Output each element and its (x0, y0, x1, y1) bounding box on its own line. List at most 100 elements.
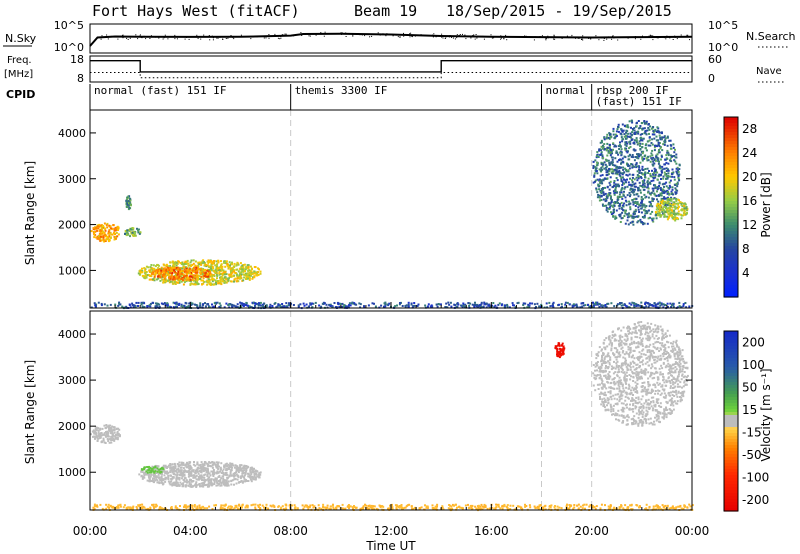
data-cell (641, 204, 644, 207)
data-cell (182, 273, 185, 276)
data-cell (163, 264, 166, 267)
data-cell (675, 191, 678, 194)
data-cell (649, 303, 652, 306)
data-cell (667, 213, 670, 216)
data-cell (239, 481, 242, 483)
data-cell (175, 281, 178, 284)
n-sky-point (441, 33, 443, 35)
data-cell (334, 306, 337, 309)
data-cell (538, 305, 541, 308)
data-cell (674, 219, 677, 222)
data-cell (455, 305, 458, 308)
data-cell (602, 191, 605, 194)
data-cell (233, 478, 236, 481)
data-cell (664, 137, 667, 140)
data-cell (657, 175, 660, 178)
data-cell (188, 302, 191, 305)
data-cell (254, 470, 257, 473)
data-cell (205, 275, 208, 278)
data-cell (664, 190, 667, 193)
n-sky-point (676, 38, 678, 40)
data-cell (504, 304, 506, 307)
data-cell (620, 188, 623, 191)
data-cell (242, 269, 245, 272)
data-cell (149, 475, 152, 478)
data-cell (599, 181, 602, 184)
data-cell (617, 153, 620, 156)
colorbar-swatch (724, 225, 738, 229)
data-cell (185, 266, 187, 269)
data-cell (156, 470, 159, 473)
data-cell (215, 283, 217, 286)
n-sky-point (590, 38, 592, 40)
data-cell (663, 185, 665, 188)
n-sky-point (352, 34, 354, 36)
data-cell (624, 181, 627, 184)
data-cell (667, 191, 669, 194)
data-cell (606, 210, 609, 213)
data-cell (475, 305, 478, 308)
data-cell (333, 302, 336, 304)
data-cell (526, 306, 529, 309)
data-cell (641, 168, 644, 171)
data-cell (676, 198, 679, 201)
data-cell (215, 260, 218, 263)
station-title: Fort Hays West (fitACF) (92, 2, 300, 20)
data-cell (674, 361, 677, 364)
data-cell (205, 471, 208, 474)
data-cell (648, 132, 650, 135)
data-cell (170, 478, 173, 481)
data-cell (207, 259, 210, 262)
data-cell (398, 303, 401, 306)
data-cell (218, 273, 221, 276)
data-cell (180, 303, 183, 306)
data-cell (606, 186, 609, 189)
data-cell (235, 468, 238, 471)
data-cell (627, 155, 630, 158)
data-cell (213, 302, 216, 305)
data-cell (639, 184, 642, 187)
data-cell (484, 303, 487, 306)
data-cell (587, 304, 590, 306)
data-cell (269, 306, 272, 309)
data-cell (200, 475, 203, 478)
data-cell (621, 160, 624, 163)
data-cell (237, 270, 240, 273)
data-cell (99, 433, 102, 436)
data-cell (235, 473, 238, 476)
data-cell (164, 272, 167, 275)
data-cell (540, 303, 543, 306)
data-cell (622, 172, 625, 175)
n-sky-point (512, 36, 514, 38)
data-cell (416, 304, 419, 307)
data-cell (645, 337, 648, 340)
colorbar-swatch (724, 210, 738, 214)
data-cell (654, 184, 657, 187)
data-cell (199, 466, 202, 469)
data-cell (634, 303, 636, 306)
data-cell (629, 208, 632, 211)
data-cell (207, 482, 210, 485)
data-cell (662, 177, 665, 180)
data-cell (615, 135, 618, 137)
data-cell (657, 213, 660, 216)
data-cell (195, 268, 198, 271)
data-cell (601, 354, 603, 357)
data-cell (177, 467, 180, 470)
data-cell (618, 193, 621, 196)
data-cell (297, 305, 300, 308)
data-cell (221, 265, 224, 268)
data-cell (214, 272, 217, 274)
data-cell (231, 266, 234, 269)
data-cell (158, 468, 161, 471)
data-cell (636, 201, 639, 204)
data-cell (146, 471, 149, 474)
data-cell (108, 424, 111, 427)
data-cell (182, 279, 184, 282)
data-cell (201, 465, 204, 468)
data-cell (219, 481, 222, 484)
data-cell (143, 474, 146, 477)
data-cell (622, 326, 625, 329)
data-cell (245, 469, 248, 472)
cpid-label: CPID (6, 88, 35, 101)
